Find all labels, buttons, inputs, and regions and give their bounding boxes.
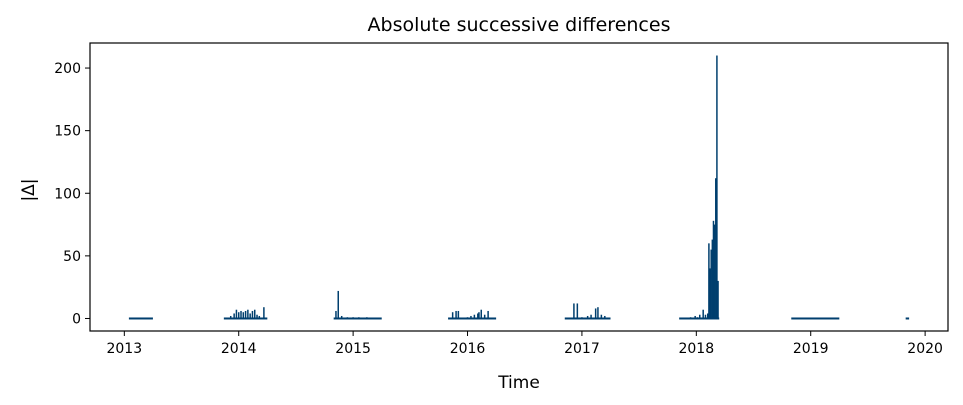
spike-bar	[478, 312, 480, 319]
spike-bar	[581, 317, 583, 319]
data-segment-2	[333, 290, 382, 320]
spike-bar	[708, 243, 710, 319]
spike-bar	[573, 303, 575, 319]
spike-bar	[473, 314, 476, 319]
spike-bar	[710, 249, 712, 319]
spike-bar	[704, 314, 707, 319]
data-segment-7	[905, 317, 910, 320]
baseline-segment	[128, 317, 153, 320]
spike-bar	[251, 310, 254, 319]
spike-bar	[480, 309, 482, 319]
spike-bar	[256, 314, 258, 319]
y-tick-label: 150	[54, 124, 81, 140]
spike-bar	[694, 315, 696, 319]
spike-bar	[604, 315, 606, 319]
spike-bar	[340, 315, 343, 319]
spike-bar	[696, 317, 699, 319]
spike-bar	[247, 309, 249, 319]
spike-bar	[249, 313, 251, 319]
spike-bar	[335, 310, 337, 319]
bars-layer	[128, 55, 910, 320]
x-tick-label: 2015	[335, 341, 371, 357]
data-segment-6	[791, 317, 840, 320]
spike-bar	[487, 310, 489, 319]
data-segment-3	[448, 309, 497, 320]
data-segment-5	[679, 55, 720, 320]
baseline-segment	[223, 317, 268, 320]
x-tick-label: 2018	[678, 341, 714, 357]
data-segment-1	[223, 307, 268, 320]
spike-bar	[713, 224, 716, 319]
spike-bar	[233, 313, 235, 319]
y-tick-label: 50	[63, 249, 81, 265]
spike-bar	[689, 317, 692, 319]
spike-bar	[237, 312, 240, 319]
spike-bar	[346, 317, 349, 319]
data-segment-4	[564, 303, 611, 320]
spike-bar	[590, 314, 592, 319]
y-tick-label: 200	[54, 61, 81, 77]
spike-bar	[699, 314, 701, 319]
spike-bar	[594, 308, 597, 319]
spike-bar	[586, 315, 589, 319]
spike-bar	[235, 309, 238, 319]
x-tick-label: 2017	[564, 341, 600, 357]
baseline-segment	[333, 317, 382, 320]
spike-bar	[358, 317, 360, 319]
spike-bar	[715, 178, 717, 319]
spike-bar	[470, 315, 472, 319]
spike-bar	[258, 315, 261, 319]
spike-bar	[455, 310, 457, 319]
baseline-segment	[564, 317, 611, 320]
spike-bar	[576, 303, 579, 319]
spike-bar	[477, 313, 479, 319]
y-axis-label: |Δ|	[19, 178, 39, 201]
spike-bar	[244, 310, 247, 319]
plot-frame	[89, 42, 949, 332]
x-tick-label: 2020	[907, 341, 943, 357]
y-axis-ticks: 0 50 100 150 200	[54, 61, 90, 327]
spike-bar	[709, 268, 711, 319]
spike-bar	[597, 307, 599, 319]
chart-title: Absolute successive differences	[368, 14, 671, 36]
spike-bar	[263, 307, 265, 319]
spike-bar	[712, 220, 715, 319]
spike-bar	[366, 317, 368, 319]
y-tick-label: 0	[72, 311, 81, 327]
spike-bar	[229, 315, 232, 319]
y-tick-label: 100	[54, 186, 81, 202]
spike-bar	[352, 317, 354, 319]
spike-bar	[242, 312, 245, 319]
spike-bar	[600, 314, 603, 319]
x-tick-label: 2016	[450, 341, 486, 357]
x-axis-ticks: 2013 2014 2015 2016 2017 2018 2019 2020	[106, 331, 943, 357]
x-tick-label: 2013	[106, 341, 142, 357]
spike-bar	[711, 239, 714, 319]
spike-bar	[707, 313, 709, 319]
baseline-segment	[448, 317, 497, 320]
x-tick-label: 2019	[793, 341, 829, 357]
x-tick-label: 2014	[221, 341, 257, 357]
baseline-segment	[791, 317, 840, 320]
spike-bar	[253, 309, 256, 319]
spike-bar	[337, 290, 339, 319]
spike-bar	[457, 310, 460, 319]
data-segment-0	[128, 317, 153, 320]
spike-bar	[717, 280, 719, 319]
spike-bar	[240, 310, 242, 319]
spike-bar	[466, 317, 469, 319]
spike-bar	[702, 309, 704, 319]
baseline-segment	[905, 317, 910, 320]
spike-bar	[716, 55, 718, 319]
spike-bar	[451, 312, 454, 319]
spike-bar	[483, 314, 486, 319]
x-axis-label: Time	[497, 373, 540, 393]
